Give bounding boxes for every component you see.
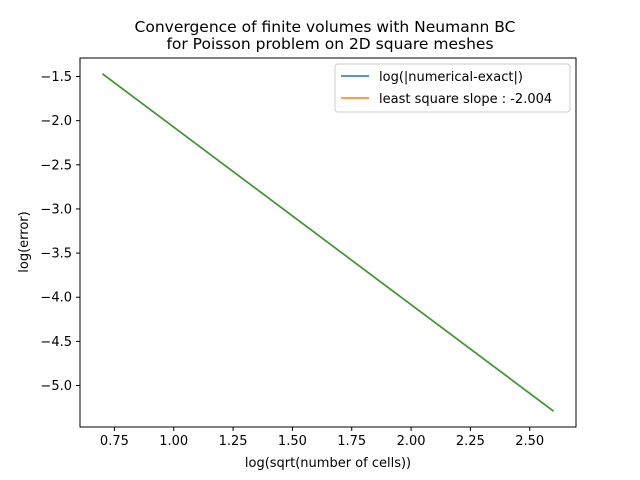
x-tick-label: 2.00 [397, 434, 426, 449]
series-layer [102, 73, 554, 412]
y-axis-label: log(error) [17, 211, 32, 272]
legend-label-least-square-slope: least square slope : -2.004 [379, 92, 552, 107]
x-tick-label: 2.50 [515, 434, 544, 449]
y-tick-label: −2.0 [40, 114, 72, 129]
y-tick-label: −4.5 [40, 335, 72, 350]
x-axis: 0.75 1.00 1.25 1.50 1.75 2.00 2.25 2.50 [100, 427, 544, 449]
y-tick-label: −5.0 [40, 379, 72, 394]
chart-title-line1: Convergence of finite volumes with Neuma… [135, 18, 516, 36]
plot-area [79, 57, 577, 428]
x-axis-label: log(sqrt(number of cells)) [245, 456, 411, 471]
y-tick-label: −3.5 [40, 247, 72, 262]
x-tick-label: 1.75 [337, 434, 366, 449]
legend-label-numerical-error: log(|numerical-exact|) [379, 70, 523, 85]
legend-box [334, 63, 571, 113]
series-line-2 [102, 73, 554, 412]
y-tick-label: −1.5 [40, 70, 72, 85]
x-tick-label: 0.75 [100, 434, 129, 449]
axes-frame [79, 57, 577, 428]
y-tick-label: −4.0 [40, 291, 72, 306]
legend: log(|numerical-exact|) least square slop… [334, 63, 571, 113]
x-tick-label: 1.25 [219, 434, 248, 449]
y-tick-label: −3.0 [40, 202, 72, 217]
y-tick-label: −2.5 [40, 158, 72, 173]
x-tick-label: 1.50 [278, 434, 307, 449]
chart-title-line2: for Poisson problem on 2D square meshes [166, 35, 493, 53]
y-axis: −1.5 −2.0 −2.5 −3.0 −3.5 −4.0 −4.5 −5.0 [40, 70, 80, 394]
x-tick-label: 2.25 [456, 434, 485, 449]
x-tick-label: 1.00 [159, 434, 188, 449]
